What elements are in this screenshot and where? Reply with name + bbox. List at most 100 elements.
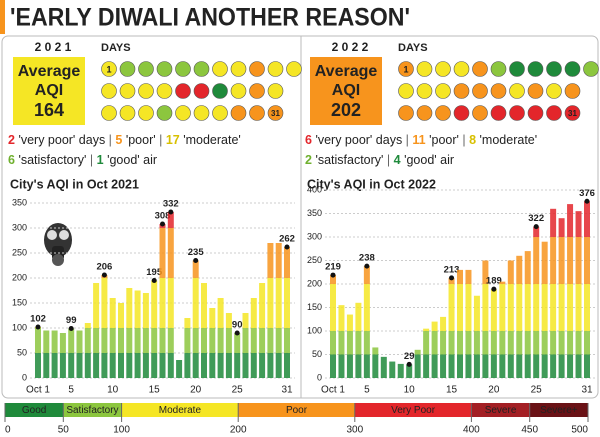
day-dot [175,83,191,99]
bar [118,303,124,378]
bar [363,266,370,378]
chart-title: City's AQI in Oct 2021 [10,177,139,191]
bar-segment [242,353,249,378]
separator: | [105,133,115,147]
bar-segment [448,277,455,284]
count-line: 2 'satisfactory' | 4 'good' air [305,153,454,167]
bar-segment [201,328,207,353]
bar-segment [242,313,249,328]
bar-segment [142,293,149,328]
bar [448,277,455,378]
separator: | [402,133,412,147]
bar-segment [541,331,548,355]
bar-segment [584,201,590,237]
bar-segment [499,284,506,331]
bar-segment [440,331,447,355]
bar [225,313,232,378]
avg-box [310,57,382,125]
bar-segment [584,284,590,331]
bar-segment [225,353,232,378]
day-number: 31 [271,109,280,118]
y-tick-label: 250 [12,247,27,257]
bar-segment [372,347,379,355]
bar-segment [217,353,224,378]
bar-segment [234,333,241,353]
day-dot [527,61,544,77]
bar [431,321,438,378]
bar [524,251,531,378]
value-dot [364,263,370,269]
value-dot [68,326,74,331]
bar-segment [389,361,396,378]
frame [1,35,599,399]
x-tick-label: Oct 1 [321,385,345,396]
bar-segment [259,283,266,328]
day-dot [138,105,154,121]
value-dot [330,272,336,278]
bar-segment [473,331,480,355]
bar-segment [550,331,557,355]
bar-segment [159,228,166,278]
day-dot [249,83,265,99]
bar-segment [109,298,116,328]
day-dot [119,105,136,121]
bar-segment [101,353,108,378]
bar-segment [584,331,590,355]
bar-segment [101,328,108,353]
bar-segment [142,353,149,378]
bar-segment [516,255,523,284]
y-tick-label: 200 [307,278,322,288]
value-label: 219 [325,262,341,273]
day-dot [138,83,154,99]
bar [338,305,345,378]
bar-segment [524,284,531,331]
bar-segment [201,283,207,328]
y-tick-label: 100 [12,322,27,332]
bar-segment [330,284,336,331]
avg-unit: AQI [35,82,63,99]
bar-segment [259,353,266,378]
count-line: 6 'satisfactory' | 1 'good' air [8,153,157,167]
count-text: 'very poor' days [315,133,402,147]
bar-segment [267,243,274,278]
day-dot [509,61,525,77]
value-dot [151,278,157,283]
bar [142,293,149,378]
value-label: 308 [155,211,171,222]
bar-segment [109,353,116,378]
bar [584,201,590,378]
count-number: 17 [166,133,180,147]
bar [134,290,141,378]
bar-segment [338,331,345,355]
x-tick-label: 31 [281,385,293,396]
bar-segment [575,211,582,237]
bar-segment [448,284,455,331]
bar-segment [533,331,540,355]
bar-segment [338,305,345,331]
bar-segment [457,269,463,284]
bar-segment [567,284,574,331]
count-line: 6 'very poor' days | 11 'poor' | 8 'mode… [305,133,537,147]
day-dot [193,61,210,77]
bar-segment [275,243,282,278]
scale-tick-label: 300 [346,425,363,436]
bar-segment [457,331,463,355]
day-dot [193,105,210,121]
bar [550,208,557,378]
bar-segment [473,354,480,378]
day-dot [101,105,117,121]
x-tick-label: 20 [488,385,500,396]
day-dot [138,61,154,77]
avg-unit: AQI [332,82,360,99]
bar-segment [550,237,557,284]
count-text: 'satisfactory' [18,153,86,167]
day-dot [267,105,284,121]
bar-segment [363,284,370,331]
bar-segment [372,354,379,378]
bar-segment [267,278,274,328]
day-dot [286,61,302,77]
bar-segment [59,353,66,378]
bar [380,356,387,378]
bar-segment [524,251,531,284]
day-dot [435,83,451,99]
